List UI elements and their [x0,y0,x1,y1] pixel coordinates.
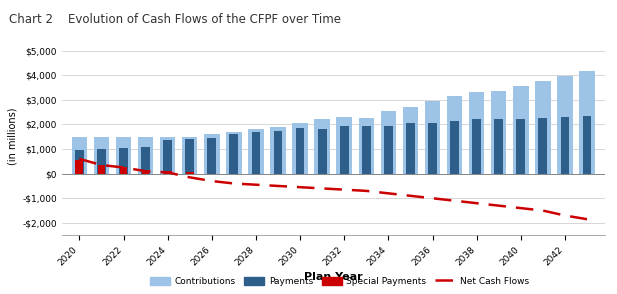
Net Cash Flows [473,201,481,205]
Net Cash Flows [429,196,436,200]
Bar [579,71,595,174]
Bar [97,165,106,174]
Bar [494,119,503,174]
Bar [141,146,150,174]
Bar [560,117,569,174]
Bar [362,126,371,174]
Net Cash Flows [120,166,127,169]
Net Cash Flows [384,192,392,195]
Net Cash Flows [275,184,282,188]
Bar [491,91,507,174]
Bar [384,126,393,174]
Bar [72,137,87,174]
Bar [403,107,418,174]
Line: Net Cash Flows: Net Cash Flows [80,159,587,219]
Bar [204,134,220,174]
X-axis label: Plan Year: Plan Year [304,272,363,282]
Bar [186,172,194,174]
Net Cash Flows [186,176,193,179]
Bar [516,119,525,174]
Bar [185,139,194,174]
Bar [318,129,326,174]
Net Cash Flows [363,189,370,193]
Bar [450,121,459,174]
Bar [582,116,592,174]
Bar [97,149,106,174]
Net Cash Flows [451,199,458,203]
Bar [119,148,128,174]
Net Cash Flows [296,186,304,189]
Net Cash Flows [230,182,238,185]
Bar [513,86,529,174]
Net Cash Flows [252,183,260,186]
Text: Chart 2    Evolution of Cash Flows of the CFPF over Time: Chart 2 Evolution of Cash Flows of the C… [9,13,341,26]
Bar [381,111,396,174]
Net Cash Flows [539,209,547,212]
Net Cash Flows [517,206,524,210]
Bar [358,118,374,174]
Bar [447,96,462,174]
Bar [138,137,153,174]
Bar [292,123,308,174]
Bar [142,170,149,174]
Bar [75,160,83,174]
Net Cash Flows [142,169,149,173]
Net Cash Flows [407,194,414,198]
Net Cash Flows [208,179,215,183]
Bar [75,150,84,174]
Bar [160,137,175,174]
Bar [164,171,172,174]
Bar [428,123,437,174]
Bar [116,137,131,174]
Bar [424,101,440,174]
Bar [230,134,238,174]
Net Cash Flows [97,163,105,167]
Bar [270,127,286,174]
Bar [539,118,547,174]
Bar [226,132,242,174]
Net Cash Flows [164,171,172,174]
Bar [120,168,127,174]
Bar [557,76,573,174]
Y-axis label: (in millions): (in millions) [8,108,18,166]
Bar [252,132,260,174]
Bar [182,137,197,174]
Bar [336,117,352,174]
Net Cash Flows [318,187,326,190]
Bar [248,129,263,174]
Bar [315,119,330,174]
Bar [535,81,550,174]
Bar [296,128,304,174]
Bar [340,126,349,174]
Bar [472,119,481,174]
Net Cash Flows [76,157,83,161]
Bar [207,138,216,174]
Bar [469,92,484,174]
Net Cash Flows [495,204,502,208]
Bar [273,131,283,174]
Bar [94,137,109,174]
Net Cash Flows [341,188,348,191]
Net Cash Flows [583,218,590,221]
Net Cash Flows [561,214,569,217]
Bar [164,141,172,174]
Bar [406,123,415,174]
Legend: Contributions, Payments, Special Payments, Net Cash Flows: Contributions, Payments, Special Payment… [146,273,532,290]
